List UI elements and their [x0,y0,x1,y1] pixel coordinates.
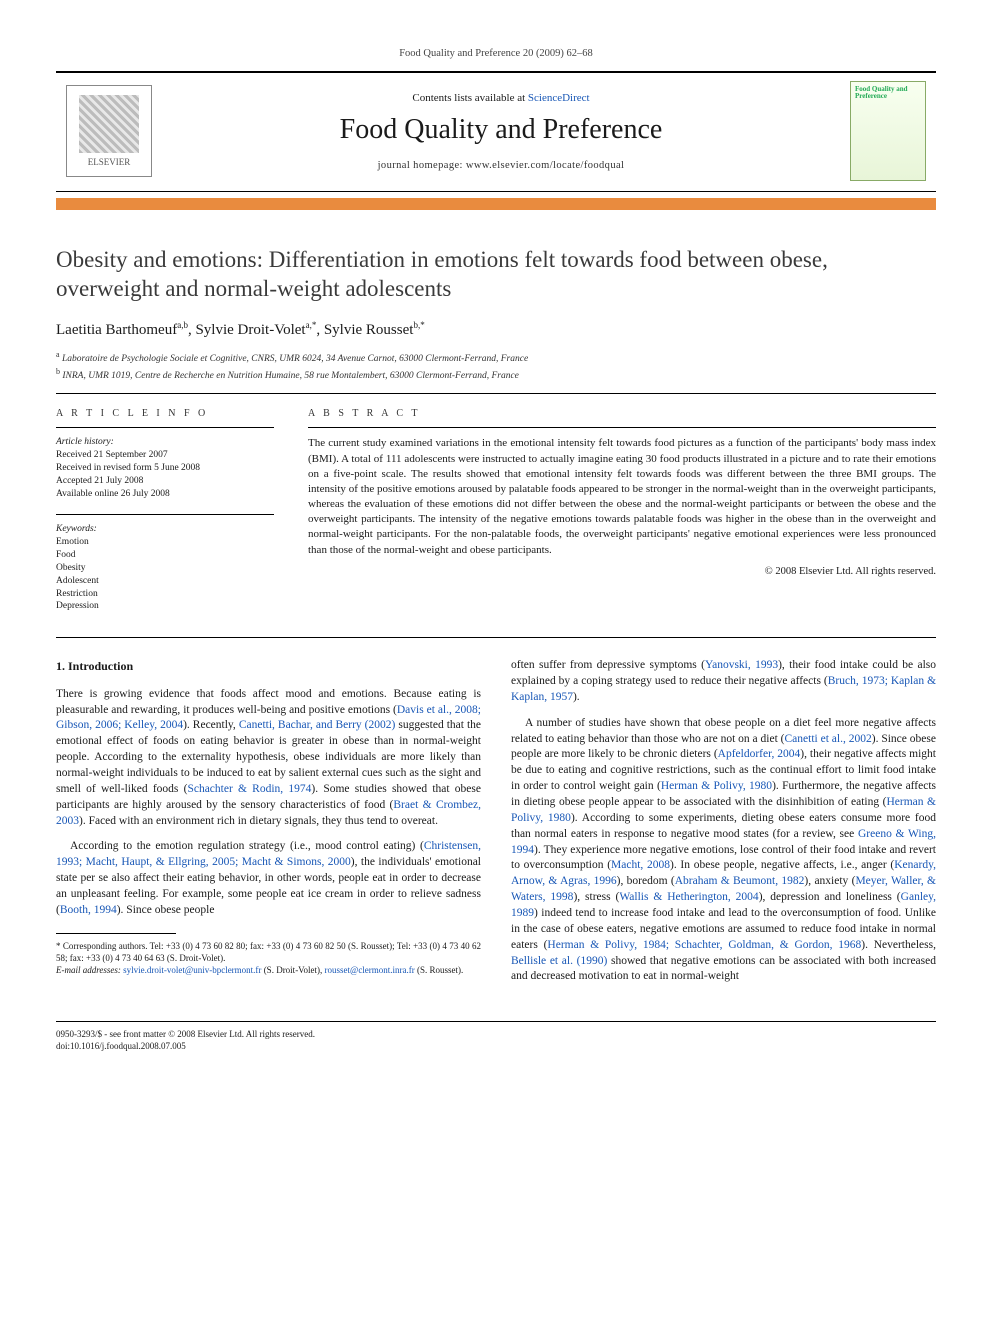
contents-prefix: Contents lists available at [412,92,527,104]
running-head: Food Quality and Preference 20 (2009) 62… [56,48,936,59]
publisher-name: ELSEVIER [88,157,131,167]
citation-link[interactable]: Booth, 1994 [60,904,117,916]
journal-homepage: journal homepage: www.elsevier.com/locat… [166,160,836,171]
email-who-2: (S. Rousset). [415,965,464,975]
corr-author-text: * Corresponding authors. Tel: +33 (0) 4 … [56,940,481,964]
sciencedirect-link[interactable]: ScienceDirect [528,92,590,104]
homepage-label: journal homepage: [378,160,466,171]
publisher-logo: ELSEVIER [66,85,152,177]
intro-p2-col2: often suffer from depressive symptoms (Y… [511,658,936,706]
citation-link[interactable]: Abraham & Beumont, 1982 [675,875,805,887]
homepage-url: www.elsevier.com/locate/foodqual [466,160,625,171]
history-label: Article history: [56,436,274,449]
footnote-rule [56,933,176,934]
corresponding-author-footnote: * Corresponding authors. Tel: +33 (0) 4 … [56,940,481,976]
email-who-1: (S. Droit-Volet), [261,965,324,975]
keywords-label: Keywords: [56,523,274,536]
emails-label: E-mail addresses: [56,965,123,975]
meta-rule-2 [56,514,274,515]
section-heading-introduction: 1. Introduction [56,658,481,675]
intro-p1: There is growing evidence that foods aff… [56,687,481,830]
abstract-heading: A B S T R A C T [308,408,936,419]
abstract-copyright: © 2008 Elsevier Ltd. All rights reserved… [308,566,936,577]
doi-line: doi:10.1016/j.foodqual.2008.07.005 [56,1040,936,1052]
bottom-rule [56,1021,936,1022]
journal-name: Food Quality and Preference [166,114,836,146]
article-info-heading: A R T I C L E I N F O [56,408,274,419]
citation-link[interactable]: Herman & Polivy, 1980 [661,780,772,792]
masthead: ELSEVIER Contents lists available at Sci… [56,72,936,192]
meta-rule [56,427,274,428]
intro-p3: A number of studies have shown that obes… [511,716,936,986]
citation-link[interactable]: Bellisle et al. (1990) [511,955,607,967]
separator-2 [56,637,936,638]
separator [56,393,936,394]
keywords: Keywords: EmotionFoodObesityAdolescentRe… [56,523,274,613]
citation-link[interactable]: Wallis & Hetherington, 2004 [619,891,758,903]
cover-title: Food Quality and Preference [855,86,921,100]
citation-link[interactable]: Canetti, Bachar, and Berry (2002) [239,719,396,731]
contents-available: Contents lists available at ScienceDirec… [166,92,836,104]
intro-p2-col1: According to the emotion regulation stra… [56,839,481,918]
citation-link[interactable]: Schachter & Rodin, 1974 [187,783,311,795]
front-matter-line: 0950-3293/$ - see front matter © 2008 El… [56,1028,936,1040]
affiliations: a Laboratoire de Psychologie Sociale et … [56,349,936,384]
citation-link[interactable]: Canetti et al., 2002 [785,733,872,745]
abs-rule [308,427,936,428]
article-title: Obesity and emotions: Differentiation in… [56,246,936,304]
citation-link[interactable]: Herman & Polivy, 1984; Schachter, Goldma… [547,939,861,951]
citation-link[interactable]: Apfeldorfer, 2004 [718,748,801,760]
journal-cover-thumbnail: Food Quality and Preference [850,81,926,181]
article-history: Article history: Received 21 September 2… [56,436,274,500]
email-link[interactable]: rousset@clermont.inra.fr [325,965,415,975]
abstract-text: The current study examined variations in… [308,436,936,557]
doi-block: 0950-3293/$ - see front matter © 2008 El… [56,1028,936,1052]
email-link[interactable]: sylvie.droit-volet@univ-bpclermont.fr [123,965,261,975]
publisher-tree-icon [79,95,139,153]
author-list: Laetitia Barthomeufa,b, Sylvie Droit-Vol… [56,320,936,339]
body-text: 1. Introduction There is growing evidenc… [56,658,936,995]
accent-bar [56,198,936,210]
citation-link[interactable]: Macht, 2008 [611,859,670,871]
citation-link[interactable]: Yanovski, 1993 [705,659,778,671]
